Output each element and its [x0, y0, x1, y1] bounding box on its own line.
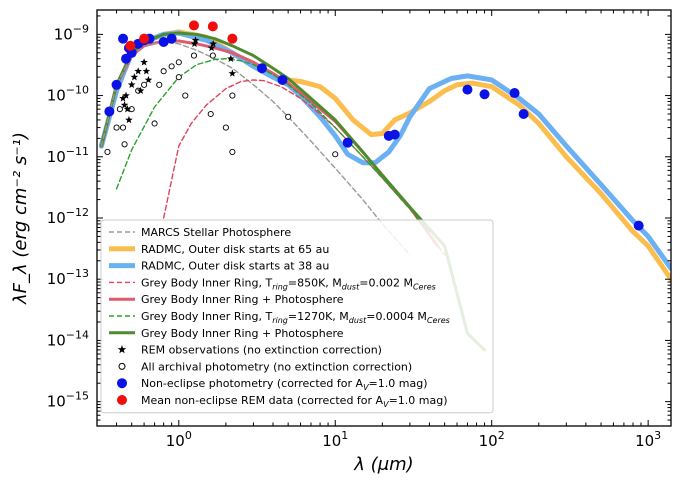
y-tick-label: 10−10	[47, 84, 89, 105]
marker-rem-15	[209, 39, 218, 48]
legend-label-radmc65: RADMC, Outer disk starts at 65 au	[141, 243, 329, 256]
marker-nonEclipse-2	[118, 33, 129, 44]
legend-label-grey850_total: Grey Body Inner Ring + Photosphere	[141, 293, 344, 306]
marker-archival-11	[168, 63, 175, 70]
marker-rem-11	[144, 75, 153, 84]
y-tick-label: 10−14	[47, 328, 89, 349]
x-axis-label: λ (μm)	[353, 454, 413, 475]
marker-rem-9	[140, 58, 148, 66]
marker-rem-7	[134, 67, 142, 75]
legend-symbol-meanREM	[117, 395, 127, 405]
marker-archival-10	[160, 68, 167, 75]
legend-label-archival: All archival photometry (no extinction c…	[141, 360, 412, 373]
marker-archival-15	[190, 52, 198, 59]
legend-label-grey850: Grey Body Inner Ring, Tring=850K, Mdust=…	[141, 276, 436, 291]
x-tick-label: 101	[322, 429, 348, 450]
y-tick-label: 10−15	[47, 390, 89, 411]
marker-nonEclipse-17	[479, 89, 490, 100]
marker-nonEclipse-15	[389, 129, 400, 140]
marker-rem-8	[136, 86, 145, 94]
marker-rem-2	[122, 91, 130, 99]
legend-symbol-nonEclipse	[117, 378, 127, 389]
marker-archival-9	[156, 81, 163, 88]
marker-archival-3	[119, 124, 127, 131]
marker-archival-1	[113, 124, 120, 131]
x-tick-label: 103	[635, 429, 661, 450]
series-line-grey850_total	[99, 39, 439, 248]
legend-label-rem: REM observations (no extinction correcti…	[141, 344, 382, 357]
y-tick-label: 10−13	[47, 267, 89, 288]
marker-meanREM-2	[188, 20, 199, 31]
marker-rem-16	[227, 54, 235, 62]
legend-box	[100, 219, 494, 414]
marker-nonEclipse-1	[111, 79, 122, 90]
marker-archival-0	[104, 148, 111, 155]
marker-archival-2	[116, 106, 123, 113]
marker-nonEclipse-12	[277, 74, 288, 85]
legend-label-grey1270_total: Grey Body Inner Ring + Photosphere	[141, 327, 344, 340]
series-line-marcs	[100, 41, 411, 256]
marker-nonEclipse-16	[462, 84, 473, 95]
marker-rem-10	[142, 67, 151, 75]
marker-meanREM-4	[227, 33, 238, 44]
legend: MARCS Stellar Photosphere RADMC, Outer di…	[100, 219, 494, 414]
marker-archival-14	[182, 92, 189, 99]
marker-meanREM-3	[207, 21, 218, 32]
marker-archival-18	[222, 124, 229, 131]
marker-archival-22	[332, 151, 339, 158]
marker-rem-4	[125, 115, 133, 124]
marker-archival-4	[121, 141, 128, 148]
legend-label-marcs: MARCS Stellar Photosphere	[141, 226, 291, 239]
marker-archival-13	[175, 74, 182, 81]
marker-nonEclipse-11	[256, 63, 267, 74]
y-tick-label: 10−11	[47, 145, 89, 166]
marker-archival-16	[207, 110, 214, 118]
legend-label-meanREM: Mean non-eclipse REM data (corrected for…	[141, 394, 448, 409]
marker-nonEclipse-20	[633, 220, 644, 231]
marker-nonEclipse-9	[158, 37, 169, 48]
legend-label-grey1270: Grey Body Inner Ring, Tring=1270K, Mdust…	[141, 310, 450, 325]
y-tick-label: 10−9	[54, 22, 89, 43]
x-tick-label: 102	[479, 429, 505, 450]
marker-rem-12	[190, 39, 199, 48]
marker-rem-1	[120, 101, 129, 109]
marker-meanREM-1	[139, 33, 150, 44]
marker-meanREM-0	[125, 40, 136, 51]
marker-nonEclipse-18	[509, 88, 520, 99]
legend-label-nonEclipse: Non-eclipse photometry (corrected for AV…	[141, 377, 427, 392]
marker-archival-21	[285, 113, 292, 120]
plot-area	[98, 20, 671, 352]
legend-symbol-archival	[118, 362, 126, 370]
y-tick-label: 10−12	[47, 206, 89, 227]
y-axis-label: λF_λ (erg cm⁻² s⁻¹)	[10, 132, 31, 305]
marker-rem-14	[207, 43, 216, 52]
marker-archival-19	[229, 148, 236, 155]
marker-archival-5	[128, 106, 135, 113]
x-tick-label: 100	[166, 429, 192, 450]
legend-label-radmc38: RADMC, Outer disk starts at 38 au	[141, 260, 329, 273]
marker-rem-3	[123, 105, 132, 113]
marker-rem-5	[127, 80, 136, 89]
marker-rem-17	[228, 69, 237, 77]
marker-nonEclipse-13	[342, 137, 353, 148]
axis-ticks: 100 101 102 103 10−15 10−14 10−13 10−12 10−11 10−…	[47, 10, 671, 450]
marker-archival-20	[229, 92, 236, 99]
marker-rem-0	[119, 94, 127, 102]
series-line-grey1270	[115, 58, 431, 233]
marker-archival-17	[209, 52, 216, 59]
marker-nonEclipse-10	[166, 33, 177, 44]
marker-nonEclipse-19	[518, 109, 529, 119]
marker-archival-8	[151, 120, 158, 127]
marker-archival-7	[141, 81, 148, 88]
marker-rem-6	[130, 73, 139, 81]
legend-symbol-rem	[117, 345, 127, 354]
marker-archival-12	[175, 59, 182, 66]
marker-nonEclipse-0	[104, 106, 115, 117]
marker-rem-13	[191, 36, 200, 44]
